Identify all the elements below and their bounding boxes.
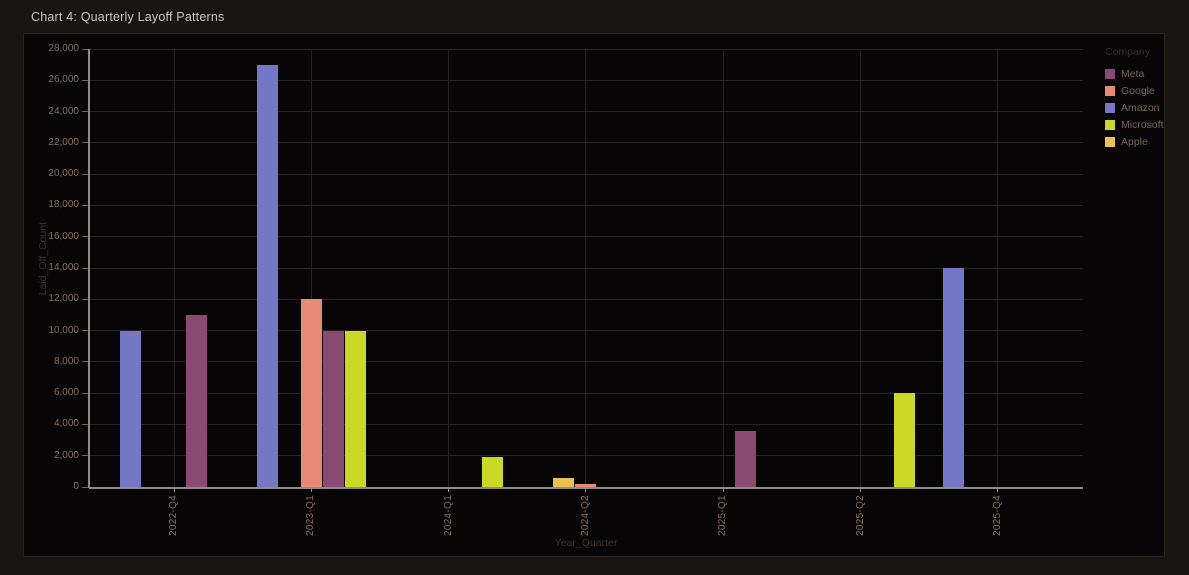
y-tick-mark xyxy=(82,48,88,50)
bar-google-2024-Q2[interactable] xyxy=(575,483,597,487)
bar-apple-2024-Q2[interactable] xyxy=(553,477,575,487)
x-tick-label: 2025-Q2 xyxy=(854,495,866,537)
bar-meta-2022-Q4[interactable] xyxy=(185,314,207,487)
y-tick-mark xyxy=(82,142,88,144)
x-gridline xyxy=(860,49,861,487)
y-tick-mark xyxy=(82,330,88,332)
y-tick-mark xyxy=(82,111,88,113)
bar-amazon-2025-Q4[interactable] xyxy=(943,268,965,487)
x-tick-mark xyxy=(722,488,724,492)
y-tick-label: 16,000 xyxy=(48,230,79,242)
y-axis-title: Laid_Off_Count xyxy=(37,222,49,296)
legend-title: Company xyxy=(1105,46,1150,58)
y-tick-mark xyxy=(82,173,88,175)
y-tick-label: 22,000 xyxy=(48,136,79,148)
y-tick-label: 28,000 xyxy=(48,43,79,54)
y-tick-mark xyxy=(82,486,88,488)
legend-swatch-google xyxy=(1105,85,1115,96)
page-title: Chart 4: Quarterly Layoff Patterns xyxy=(31,10,225,24)
x-tick-label: 2023-Q1 xyxy=(305,495,317,537)
legend-label: Meta xyxy=(1121,67,1145,80)
legend-swatch-meta xyxy=(1105,68,1115,79)
x-tick-mark xyxy=(310,488,312,492)
y-axis-line xyxy=(88,49,90,488)
legend-swatch-apple xyxy=(1105,136,1115,147)
legend-swatch-amazon xyxy=(1105,102,1115,113)
y-tick-label: 0 xyxy=(73,481,79,492)
x-axis-line xyxy=(89,487,1083,489)
x-tick-label: 2024-Q2 xyxy=(579,495,591,537)
y-tick-mark xyxy=(82,267,88,269)
legend-label: Google xyxy=(1121,84,1155,97)
legend-label: Amazon xyxy=(1121,101,1160,114)
y-tick-mark xyxy=(82,361,88,363)
bar-amazon-2022-Q4[interactable] xyxy=(119,330,141,487)
legend-label: Apple xyxy=(1121,135,1148,148)
x-gridline xyxy=(997,49,999,487)
x-gridline xyxy=(585,49,587,487)
y-tick-mark xyxy=(82,298,88,300)
y-tick-label: 20,000 xyxy=(48,168,79,180)
x-tick-mark xyxy=(860,488,861,492)
x-tick-label: 2025-Q4 xyxy=(991,495,1003,537)
x-gridline xyxy=(310,49,312,487)
y-tick-label: 26,000 xyxy=(48,74,79,86)
legend-item-google[interactable]: Google xyxy=(1105,82,1164,99)
y-tick-mark xyxy=(82,392,88,394)
x-tick-label: 2024-Q1 xyxy=(442,495,454,537)
bar-amazon-2023-Q1[interactable] xyxy=(256,64,278,487)
legend-label: Microsoft xyxy=(1121,118,1164,131)
legend: Company Meta Google Amazon Microsoft Apple xyxy=(1105,46,1164,150)
y-tick-mark xyxy=(82,79,88,81)
bar-microsoft-2023-Q1[interactable] xyxy=(344,330,366,487)
y-tick-mark xyxy=(82,236,88,238)
legend-item-meta[interactable]: Meta xyxy=(1105,65,1164,82)
x-gridline xyxy=(722,49,724,487)
y-tick-label: 24,000 xyxy=(48,105,79,117)
x-tick-mark xyxy=(173,488,175,492)
plot-area[interactable]: 0 2,000 4,000 6,000 8,000 10,000 12,000 14,000 1… xyxy=(24,34,1164,556)
y-tick-label: 18,000 xyxy=(48,199,79,211)
y-tick-label: 8,000 xyxy=(53,355,79,367)
x-gridline xyxy=(173,49,175,487)
x-axis-title: Year_Quarter xyxy=(554,537,618,549)
chart-panel: 0 2,000 4,000 6,000 8,000 10,000 12,000 14,000 1… xyxy=(23,33,1165,557)
bar-microsoft-2024-Q1[interactable] xyxy=(482,457,504,487)
legend-item-microsoft[interactable]: Microsoft xyxy=(1105,116,1164,133)
y-tick-label: 10,000 xyxy=(48,324,79,336)
x-tick-mark xyxy=(448,488,450,492)
y-tick-mark xyxy=(82,455,88,457)
y-tick-label: 12,000 xyxy=(48,293,79,305)
y-tick-mark xyxy=(82,204,88,206)
y-tick-label: 2,000 xyxy=(53,449,79,461)
bar-google-2023-Q1[interactable] xyxy=(300,299,322,487)
legend-item-apple[interactable]: Apple xyxy=(1105,133,1164,150)
legend-swatch-microsoft xyxy=(1105,119,1115,130)
x-tick-mark xyxy=(997,488,999,492)
bar-meta-2025-Q1[interactable] xyxy=(734,430,756,487)
x-tick-mark xyxy=(585,488,587,492)
y-tick-label: 14,000 xyxy=(48,262,79,273)
legend-item-amazon[interactable]: Amazon xyxy=(1105,99,1164,116)
bar-meta-2023-Q1[interactable] xyxy=(322,330,344,487)
bar-microsoft-2025-Q2[interactable] xyxy=(894,393,915,487)
x-gridline xyxy=(448,49,450,487)
x-tick-label: 2025-Q1 xyxy=(717,495,729,537)
y-tick-label: 4,000 xyxy=(53,418,79,430)
y-tick-mark xyxy=(82,423,88,425)
x-tick-label: 2022-Q4 xyxy=(168,495,179,537)
y-tick-label: 6,000 xyxy=(53,387,79,399)
